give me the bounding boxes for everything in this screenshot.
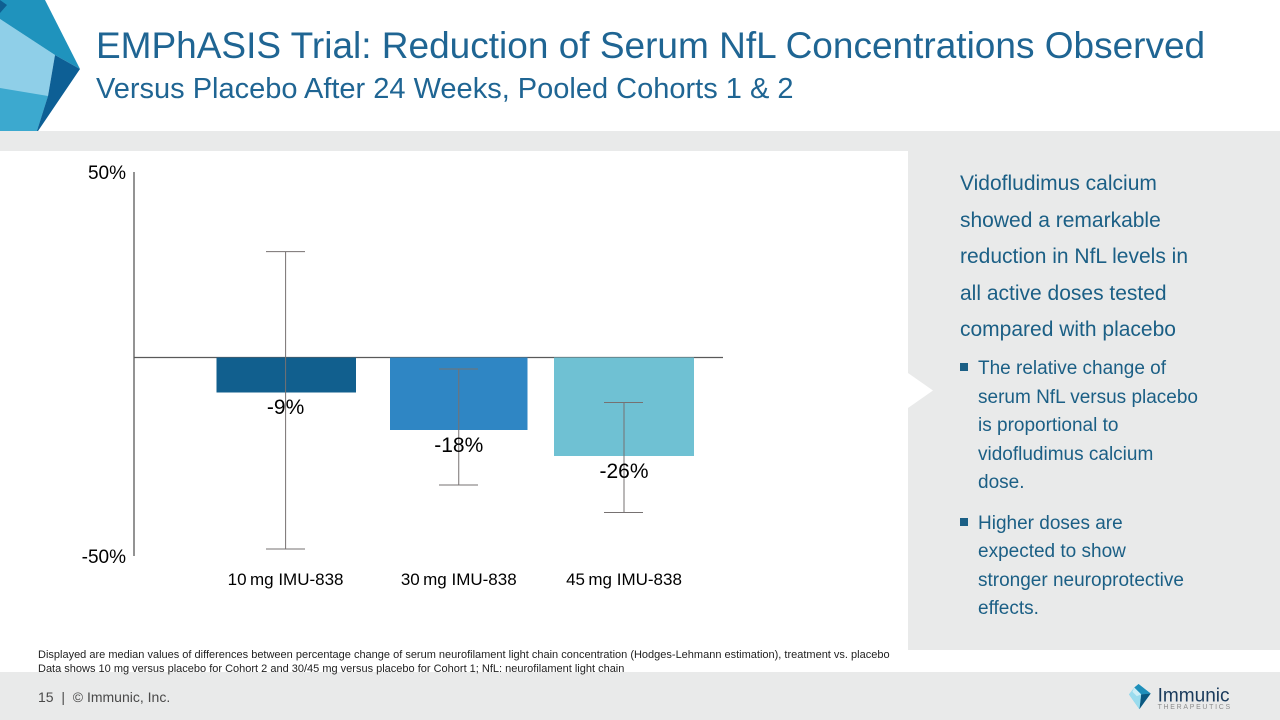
svg-text:Immunic: Immunic: [1158, 685, 1230, 706]
svg-text:-50%: -50%: [82, 547, 126, 568]
svg-text:45 mg IMU-838: 45 mg IMU-838: [566, 570, 682, 589]
svg-text:30 mg IMU-838: 30 mg IMU-838: [401, 570, 517, 589]
svg-text:-18%: -18%: [434, 434, 483, 457]
svg-text:THERAPEUTICS: THERAPEUTICS: [1158, 704, 1232, 711]
svg-text:-26%: -26%: [599, 460, 648, 483]
svg-text:50%: 50%: [88, 163, 126, 184]
svg-text:-9%: -9%: [267, 396, 304, 419]
svg-text:10 mg IMU-838: 10 mg IMU-838: [228, 570, 344, 589]
